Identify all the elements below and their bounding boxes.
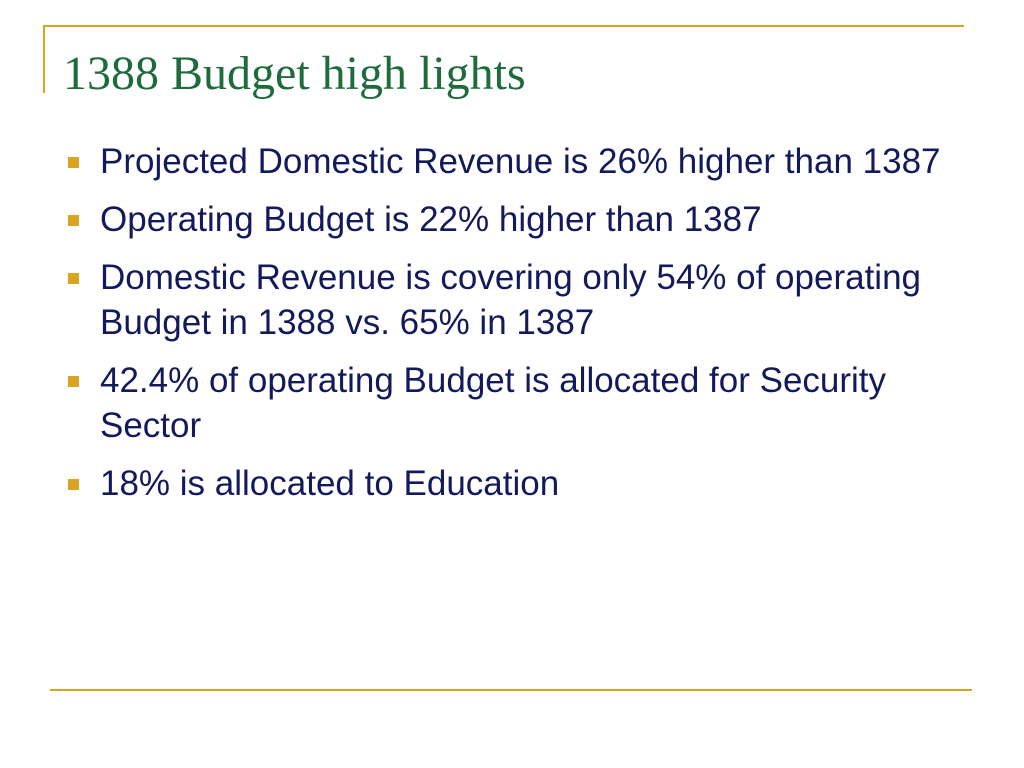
bullet-item: Domestic Revenue is covering only 54% of… [68,255,948,345]
square-bullet-icon [68,273,79,284]
frame-bottom-rule [50,689,972,691]
square-bullet-icon [68,479,79,490]
bullet-item: 18% is allocated to Education [68,461,948,506]
slide-title: 1388 Budget high lights [63,47,526,100]
frame-left-rule [43,25,45,93]
bullet-item: Operating Budget is 22% higher than 1387 [68,197,948,242]
bullet-text: Domestic Revenue is covering only 54% of… [100,258,921,342]
bullet-list: Projected Domestic Revenue is 26% higher… [68,139,948,519]
bullet-item: 42.4% of operating Budget is allocated f… [68,358,948,448]
square-bullet-icon [68,157,79,168]
bullet-text: Projected Domestic Revenue is 26% higher… [100,142,941,181]
square-bullet-icon [68,376,79,387]
bullet-text: 42.4% of operating Budget is allocated f… [100,361,887,445]
bullet-item: Projected Domestic Revenue is 26% higher… [68,139,948,184]
bullet-text: Operating Budget is 22% higher than 1387 [100,200,762,239]
frame-top-rule [43,25,964,27]
square-bullet-icon [68,215,79,226]
bullet-text: 18% is allocated to Education [100,464,560,503]
